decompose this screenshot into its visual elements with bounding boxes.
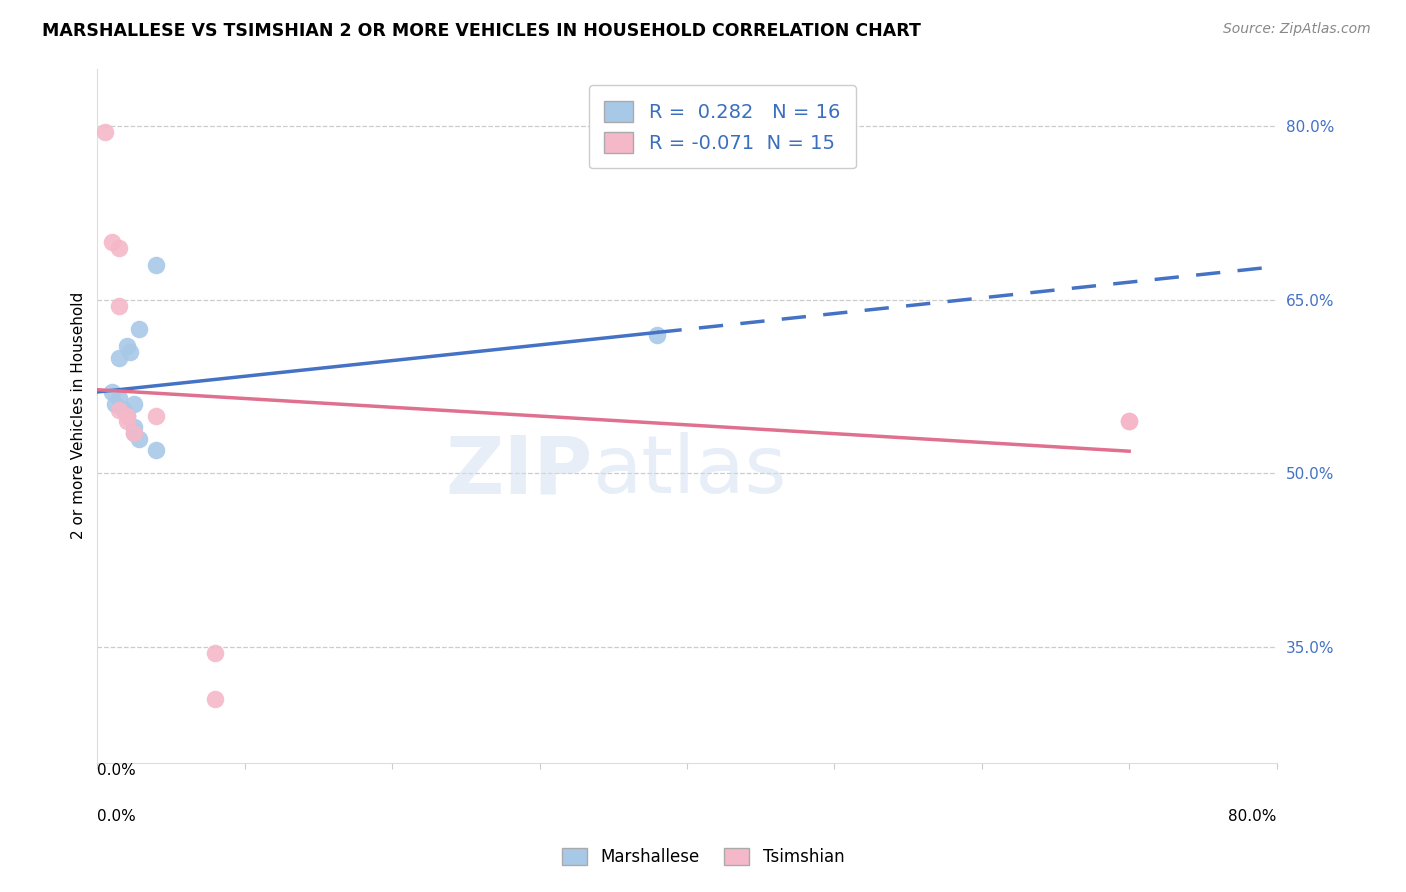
- Text: 80.0%: 80.0%: [1229, 809, 1277, 824]
- Point: [204, 692, 226, 706]
- Point: [145, 258, 167, 272]
- Text: Source: ZipAtlas.com: Source: ZipAtlas.com: [1223, 22, 1371, 37]
- Point: [104, 397, 127, 411]
- Y-axis label: 2 or more Vehicles in Household: 2 or more Vehicles in Household: [72, 292, 86, 540]
- Text: ZIP: ZIP: [446, 432, 592, 510]
- Point: [93, 125, 115, 139]
- Point: [204, 646, 226, 660]
- Point: [115, 414, 138, 428]
- Point: [101, 235, 124, 249]
- Point: [108, 299, 131, 313]
- Legend: R =  0.282   N = 16, R = -0.071  N = 15: R = 0.282 N = 16, R = -0.071 N = 15: [589, 85, 856, 169]
- Point: [128, 432, 150, 446]
- Text: 0.0%: 0.0%: [97, 809, 136, 824]
- Point: [647, 327, 669, 342]
- Text: MARSHALLESE VS TSIMSHIAN 2 OR MORE VEHICLES IN HOUSEHOLD CORRELATION CHART: MARSHALLESE VS TSIMSHIAN 2 OR MORE VEHIC…: [42, 22, 921, 40]
- Point: [118, 345, 141, 359]
- Point: [101, 385, 124, 400]
- Text: atlas: atlas: [592, 432, 787, 510]
- Point: [122, 425, 145, 440]
- Text: 0.0%: 0.0%: [97, 763, 136, 778]
- Point: [115, 409, 138, 423]
- Point: [115, 409, 138, 423]
- Point: [112, 402, 135, 417]
- Point: [122, 397, 145, 411]
- Point: [108, 241, 131, 255]
- Point: [122, 420, 145, 434]
- Point: [128, 322, 150, 336]
- Point: [1118, 414, 1140, 428]
- Point: [108, 391, 131, 405]
- Point: [108, 351, 131, 365]
- Point: [145, 443, 167, 458]
- Point: [145, 409, 167, 423]
- Legend: Marshallese, Tsimshian: Marshallese, Tsimshian: [554, 840, 852, 875]
- Point: [1118, 414, 1140, 428]
- Point: [108, 402, 131, 417]
- Point: [115, 339, 138, 353]
- Point: [122, 425, 145, 440]
